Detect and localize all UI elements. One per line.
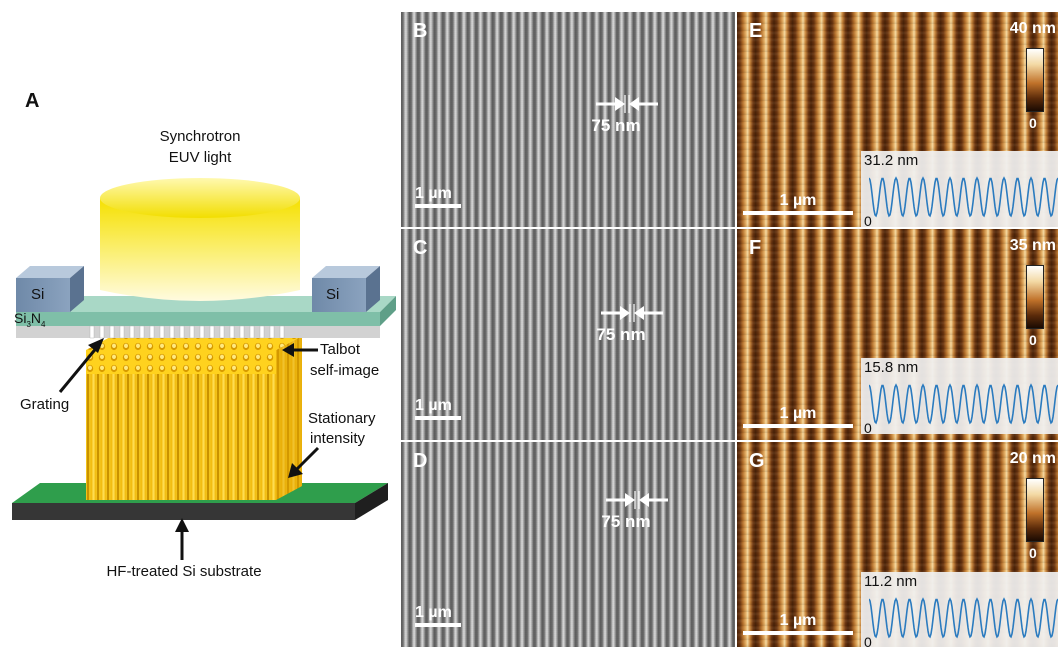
color-bar-max: 40 nm — [1009, 20, 1056, 37]
pitch-label: 75 nm — [601, 512, 651, 531]
profile-trace — [869, 597, 1058, 639]
panel-a-schematic: A Synchrotron EUV light Si Si Si3N4 Grat… — [0, 0, 400, 647]
profile-min-label: 0 — [864, 634, 872, 647]
color-bar: 35 nm 0 — [998, 229, 1058, 359]
scale-bar-line — [415, 623, 461, 627]
grating-frame — [16, 296, 396, 339]
si-block-left — [16, 266, 84, 312]
annotation-arrows — [58, 338, 320, 560]
color-bar-min: 0 — [1029, 115, 1037, 131]
afm-panel-g: G 20 nm 0 1 µm 11.2 nm 0 — [737, 442, 1058, 647]
profile-trace — [869, 176, 1058, 218]
pitch-arrows-icon — [596, 95, 658, 113]
pitch-arrows-icon — [601, 304, 663, 322]
afm-panel-f: F 35 nm 0 1 µm 15.8 nm 0 — [737, 229, 1058, 440]
color-bar-gradient — [1026, 265, 1044, 329]
panel-letter-c: C — [413, 237, 428, 259]
color-bar-max: 20 nm — [1009, 450, 1056, 467]
pitch-label: 75 nm — [596, 325, 646, 344]
panel-letter-e: E — [749, 20, 763, 42]
scale-bar-label: 1 µm — [415, 604, 452, 621]
scale-bar-label: 1 µm — [779, 405, 817, 422]
color-bar: 20 nm 0 — [998, 442, 1058, 572]
scale-bar: 1 µm — [415, 604, 461, 627]
stationary-intensity-block — [86, 336, 302, 500]
scale-bar: 1 µm — [415, 397, 461, 420]
sem-panel-c: C 75 nm 1 µm — [401, 229, 735, 440]
self-image-label: self-image — [310, 362, 380, 379]
scale-bar-label: 1 µm — [415, 397, 452, 414]
substrate-label: HF-treated Si substrate — [106, 563, 262, 580]
si-block-right — [312, 266, 380, 312]
profile-trace — [869, 383, 1058, 425]
sem-panel-d: D 75 nm 1 µm — [401, 442, 735, 647]
intensity-label: intensity — [310, 430, 366, 447]
scale-bar: 1 µm — [743, 612, 853, 635]
panel-letter-g: G — [749, 450, 765, 472]
panel-letter-d: D — [413, 450, 428, 472]
pitch-arrows-icon — [606, 491, 668, 509]
profile-min-label: 0 — [864, 213, 872, 227]
euv-beam — [100, 178, 300, 301]
color-bar-gradient — [1026, 478, 1044, 542]
color-bar-max: 35 nm — [1009, 237, 1056, 254]
profile-max-label: 11.2 nm — [864, 573, 918, 590]
scale-bar-label: 1 µm — [779, 192, 817, 209]
color-bar-gradient — [1026, 48, 1044, 112]
profile-max-label: 15.8 nm — [864, 359, 919, 376]
panel-letter-a: A — [25, 90, 40, 112]
scale-bar: 1 µm — [743, 405, 853, 428]
profile-max-label: 31.2 nm — [864, 152, 919, 169]
si-right-label: Si — [326, 286, 340, 303]
si-left-label: Si — [31, 286, 45, 303]
scale-bar-line — [743, 211, 853, 215]
height-profile: 15.8 nm 0 — [861, 358, 1058, 436]
scale-bar-label: 1 µm — [779, 612, 817, 629]
scale-bar-line — [415, 416, 461, 420]
pitch-indicator: 75 nm — [591, 94, 658, 135]
schematic-drawing — [12, 178, 396, 560]
stationary-label: Stationary — [308, 410, 376, 427]
grating-label: Grating — [20, 396, 70, 413]
color-bar-min: 0 — [1029, 332, 1037, 348]
pitch-indicator: 75 nm — [596, 303, 663, 344]
pitch-label: 75 nm — [591, 116, 641, 135]
euv-light-label: EUV light — [168, 149, 232, 166]
height-profile: 31.2 nm 0 — [861, 151, 1058, 227]
sem-panel-b: B 75 nm 1 µm — [401, 12, 735, 227]
afm-panel-e: E 40 nm 0 1 µm 31.2 nm 0 — [737, 12, 1058, 227]
pitch-indicator: 75 nm — [601, 490, 668, 531]
si3n4-label: Si3N4 — [14, 310, 46, 329]
color-bar-min: 0 — [1029, 545, 1037, 561]
color-bar: 40 nm 0 — [998, 12, 1058, 142]
talbot-label: Talbot — [320, 341, 361, 358]
scale-bar: 1 µm — [415, 185, 461, 208]
scale-bar: 1 µm — [743, 192, 853, 215]
profile-min-label: 0 — [864, 420, 872, 436]
panel-letter-f: F — [749, 237, 762, 259]
height-profile: 11.2 nm 0 — [861, 572, 1058, 647]
scale-bar-line — [743, 631, 853, 635]
scale-bar-line — [415, 204, 461, 208]
synchrotron-label: Synchrotron — [159, 128, 241, 145]
panel-letter-b: B — [413, 20, 428, 42]
scale-bar-label: 1 µm — [415, 185, 452, 202]
scale-bar-line — [743, 424, 853, 428]
